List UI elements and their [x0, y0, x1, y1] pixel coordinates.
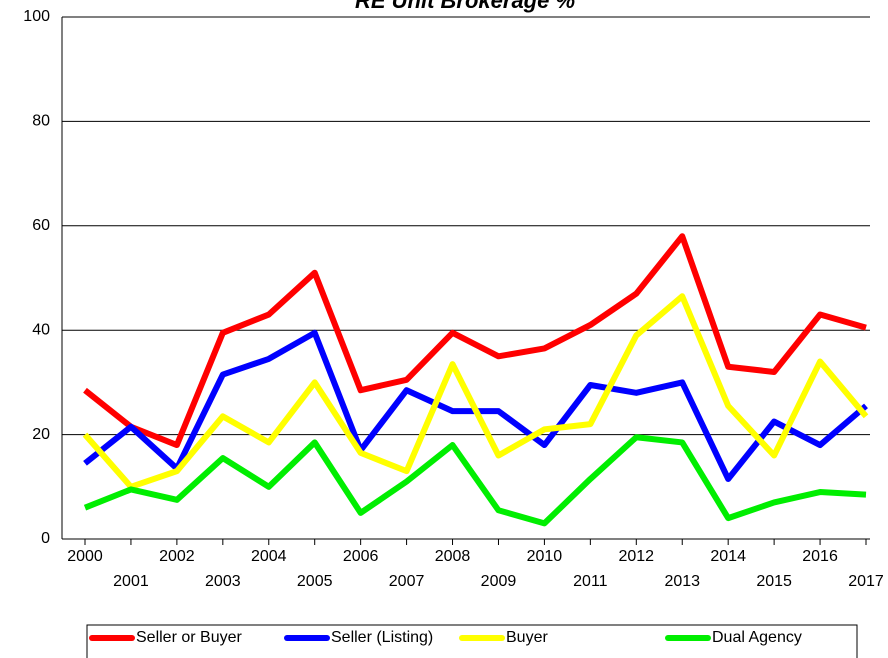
x-tick-label: 2008 — [435, 548, 471, 565]
x-tick-label: 2003 — [205, 573, 241, 590]
x-tick-label: 2017 — [848, 573, 884, 590]
legend-label: Seller or Buyer — [136, 629, 242, 646]
x-tick-label: 2015 — [756, 573, 792, 590]
legend-label: Dual Agency — [712, 629, 802, 646]
x-tick-label: 2011 — [573, 573, 608, 590]
y-tick-label: 80 — [32, 113, 50, 130]
y-tick-label: 100 — [23, 8, 50, 25]
y-tick-label: 0 — [41, 530, 50, 547]
legend-label: Seller (Listing) — [331, 629, 433, 646]
y-tick-label: 40 — [32, 321, 50, 338]
x-tick-label: 2001 — [113, 573, 149, 590]
x-tick-label: 2006 — [343, 548, 379, 565]
legend-label: Buyer — [506, 629, 548, 646]
x-tick-label: 2012 — [618, 548, 654, 565]
series-line — [83, 233, 867, 449]
legend-box — [86, 624, 858, 658]
chart-title: RE Unit Brokerage % — [355, 0, 575, 13]
series-line — [83, 434, 867, 527]
x-tick-label: 2007 — [389, 573, 425, 590]
series-line — [82, 293, 869, 490]
x-tick-label: 2014 — [710, 548, 746, 565]
y-tick-label: 60 — [32, 217, 50, 234]
x-tick-label: 2005 — [297, 573, 333, 590]
x-tick-label: 2000 — [67, 548, 103, 565]
x-tick-label: 2016 — [802, 548, 838, 565]
x-tick-label: 2013 — [664, 573, 700, 590]
y-tick-label: 20 — [32, 426, 50, 443]
x-tick-label: 2009 — [481, 573, 517, 590]
x-tick-label: 2010 — [527, 548, 563, 565]
x-tick-label: 2002 — [159, 548, 195, 565]
x-tick-label: 2004 — [251, 548, 287, 565]
